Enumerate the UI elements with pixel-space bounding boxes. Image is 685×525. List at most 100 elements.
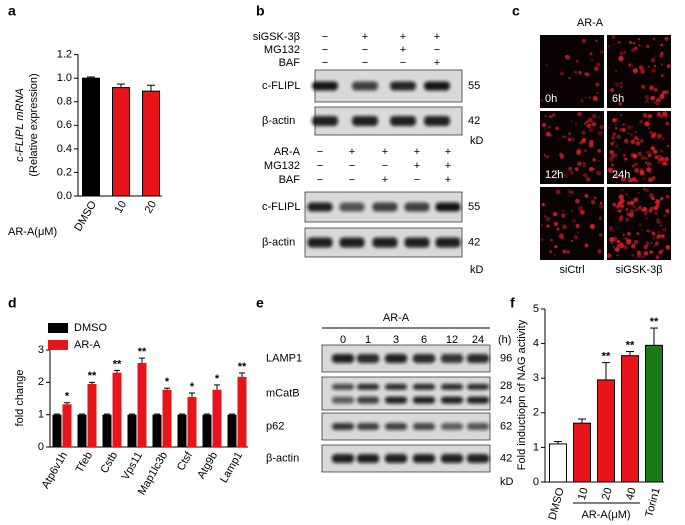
- cell-signal: [660, 74, 664, 77]
- cell-signal: [650, 146, 655, 151]
- y-tick-label: 3: [533, 372, 539, 384]
- x-tick-label: Tfeb: [74, 450, 95, 475]
- cell-signal: [651, 175, 656, 180]
- condition-label: MG132: [264, 160, 300, 172]
- cell-signal: [648, 126, 651, 128]
- x-axis-label: AR-A(μM): [581, 509, 630, 521]
- cell-signal: [652, 37, 656, 41]
- cell-signal: [631, 253, 635, 257]
- condition-sign: −: [382, 160, 388, 172]
- cell-signal: [618, 209, 622, 213]
- significance-label: *: [190, 381, 195, 393]
- cell-signal: [574, 70, 578, 74]
- cell-signal: [655, 199, 661, 205]
- cell-signal: [616, 254, 619, 257]
- cell-signal: [640, 69, 645, 75]
- cell-signal: [656, 236, 659, 239]
- cell-signal: [541, 122, 547, 128]
- unit-label: kD: [470, 264, 484, 276]
- cell-signal: [616, 227, 619, 230]
- cell-signal: [540, 238, 544, 242]
- cell-signal: [570, 120, 573, 123]
- cell-signal: [596, 62, 601, 67]
- blot-band: [412, 396, 436, 404]
- blot-band: [412, 423, 436, 430]
- time-label: 1: [365, 334, 371, 346]
- blot-band: [435, 237, 461, 248]
- cell-signal: [567, 137, 572, 142]
- cell-signal: [643, 245, 648, 250]
- cell-signal: [596, 91, 599, 94]
- bar: [142, 90, 160, 197]
- blot-band: [424, 116, 450, 126]
- cell-signal: [577, 111, 582, 117]
- cell-signal: [634, 167, 640, 174]
- cell-signal: [581, 38, 586, 43]
- cell-signal: [665, 194, 670, 199]
- cell-signal: [588, 127, 594, 132]
- cell-signal: [579, 140, 583, 145]
- time-label: 12: [446, 334, 458, 346]
- cell-signal: [582, 137, 586, 142]
- cell-signal: [619, 215, 624, 220]
- cell-signal: [658, 154, 661, 157]
- cell-signal: [618, 55, 624, 62]
- blot-band: [356, 423, 380, 430]
- cell-signal: [624, 237, 629, 241]
- cell-signal: [625, 157, 628, 160]
- cell-signal: [561, 213, 566, 218]
- cell-signal: [648, 193, 654, 198]
- time-label: 3: [393, 334, 399, 346]
- blot-band: [466, 454, 490, 463]
- cell-signal: [665, 114, 668, 117]
- condition-sign: +: [400, 44, 406, 56]
- cell-signal: [627, 125, 632, 130]
- cell-signal: [633, 135, 639, 141]
- size-label: 42: [468, 115, 480, 127]
- cell-signal: [563, 173, 569, 178]
- blot-band: [307, 237, 333, 248]
- cell-signal: [645, 241, 650, 246]
- cell-signal: [650, 242, 653, 244]
- bar: [202, 414, 212, 447]
- legend-label: DMSO: [74, 322, 107, 334]
- cell-signal: [583, 173, 588, 178]
- cell-signal: [619, 148, 622, 151]
- micrograph: [607, 111, 671, 184]
- cell-signal: [599, 201, 603, 205]
- cell-signal: [615, 69, 617, 72]
- cell-signal: [663, 214, 666, 218]
- cell-signal: [665, 208, 670, 213]
- y-tick-label: 0.4: [57, 143, 72, 155]
- cell-signal: [620, 205, 624, 209]
- blot-band: [384, 383, 408, 390]
- cell-signal: [651, 232, 657, 238]
- cell-signal: [630, 152, 636, 158]
- cell-signal: [576, 150, 581, 156]
- condition-sign: +: [414, 160, 420, 172]
- blot-band: [356, 383, 380, 390]
- condition-sign: −: [434, 44, 440, 56]
- cell-signal: [564, 55, 568, 59]
- cell-signal: [631, 64, 634, 67]
- cell-signal: [660, 63, 664, 66]
- blot-band: [312, 81, 338, 91]
- cell-signal: [645, 217, 648, 220]
- blot-band: [307, 202, 333, 212]
- cell-signal: [623, 51, 627, 54]
- cell-signal: [592, 167, 596, 171]
- panel-title: AR-A: [577, 17, 604, 29]
- cell-signal: [559, 154, 565, 160]
- significance-label: **: [113, 358, 122, 370]
- blot-band: [339, 202, 365, 212]
- y-tick-label: 5: [533, 303, 539, 315]
- cell-signal: [656, 159, 662, 165]
- cell-signal: [567, 166, 573, 171]
- bar: [77, 414, 87, 447]
- cell-signal: [609, 226, 613, 230]
- blot-band: [440, 354, 464, 363]
- cell-signal: [642, 112, 648, 118]
- cell-signal: [639, 119, 644, 124]
- condition-sign: −: [322, 57, 328, 69]
